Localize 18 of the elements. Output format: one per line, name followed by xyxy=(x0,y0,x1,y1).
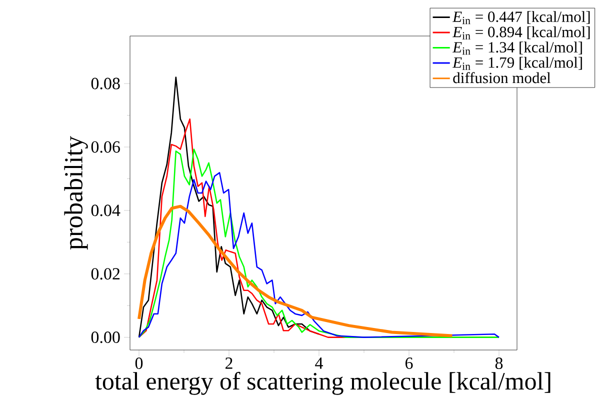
x-tick-label: 0 xyxy=(135,358,143,370)
y-axis-title: probability xyxy=(64,136,88,250)
legend-label: E$_{in}$ = 1.79 [kcal/mol] xyxy=(452,56,582,70)
x-tick-label: 6 xyxy=(405,358,413,369)
legend-label: E$_{in}$ = 0.447 [kcal/mol] xyxy=(452,11,590,24)
y-tick-label: 0.02 xyxy=(91,268,120,280)
line-series xyxy=(138,204,454,338)
legend-label: E$_{in}$ = 0.894 [kcal/mol] xyxy=(452,26,590,40)
x-tick-label: 2 xyxy=(226,358,232,369)
y-tick-label: 0.04 xyxy=(91,204,120,216)
legend-label: E$_{in}$ = 1.34 [kcal/mol] xyxy=(452,42,582,55)
x-tick-label: 8 xyxy=(495,358,503,370)
x-axis-title: total energy of scattering molecule [kcal/mol] xyxy=(95,372,550,395)
y-tick-label: 0.06 xyxy=(91,141,120,153)
x-tick-label: 4 xyxy=(315,358,323,369)
legend-label: diffusion model xyxy=(453,72,551,84)
y-tick-label: 0.00 xyxy=(91,332,120,344)
y-tick-label: 0.08 xyxy=(91,78,120,90)
